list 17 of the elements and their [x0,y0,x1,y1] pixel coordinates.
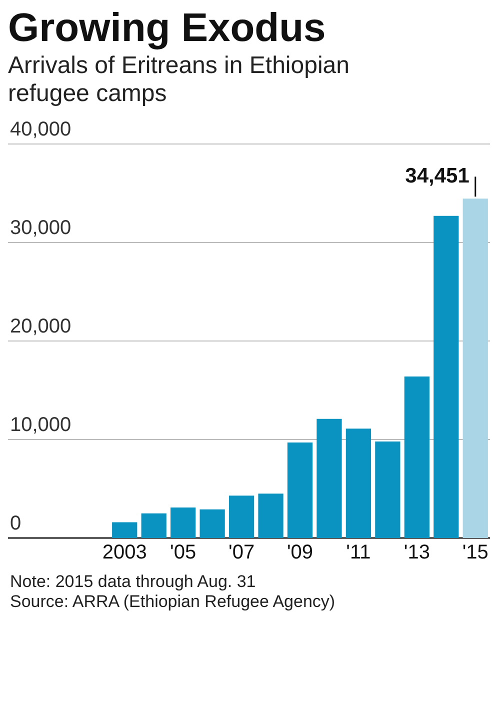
x-tick-label: '11 [346,542,371,564]
y-tick-label: 30,000 [10,217,72,240]
y-tick-label: 0 [10,512,22,535]
y-tick-label: 10,000 [10,414,72,436]
y-tick-label: 40,000 [10,118,72,141]
data-label: 34,451 [405,164,470,188]
chart-subtitle: Arrivals of Eritreans in Ethiopian refugee camps [8,52,350,108]
x-tick-label: '13 [404,542,430,564]
y-tick-label: 20,000 [10,316,72,338]
x-tick-label: '07 [228,542,255,564]
text: Note: 2015 data through Aug. 31 [10,572,257,592]
x-tick-label: '09 [286,542,314,564]
chart-title: Growing Exodus [8,6,327,50]
x-tick-label: 2003 [102,542,147,564]
x-tick-label: '15 [462,542,488,564]
source-note: Source: ARRA (Ethiopian Refugee Agency) [10,592,336,612]
x-tick-label: '05 [170,542,196,564]
